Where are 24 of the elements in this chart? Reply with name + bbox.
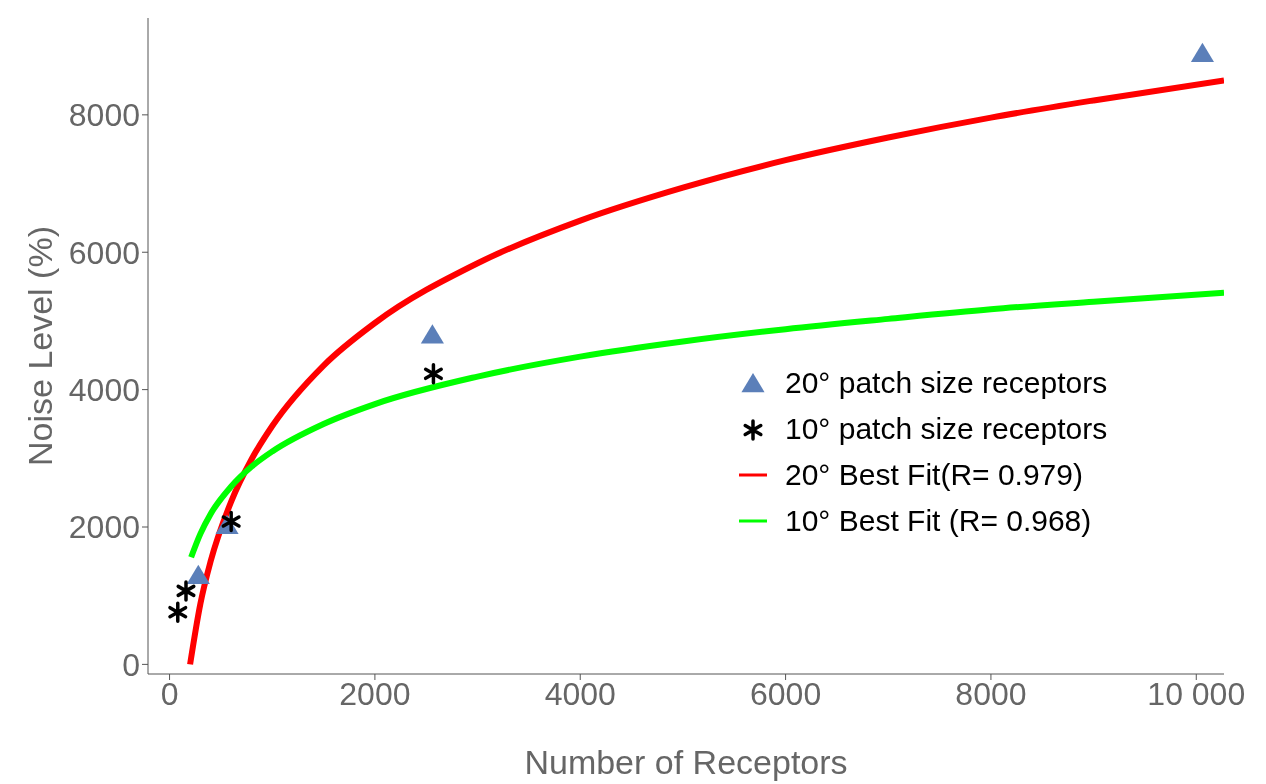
legend-label: 10° patch size receptors — [785, 412, 1108, 446]
y-tick-label: 4000 — [68, 371, 140, 408]
point — [1190, 42, 1214, 62]
point — [168, 601, 188, 623]
legend-label: 20° Best Fit(R= 0.979) — [785, 458, 1083, 492]
x-tick-label: 4000 — [544, 675, 616, 712]
x-axis-title: Number of Receptors — [524, 743, 848, 781]
legend-label: 10° Best Fit (R= 0.968) — [785, 504, 1092, 538]
point — [423, 363, 443, 385]
y-tick-label: 8000 — [68, 97, 140, 134]
point — [186, 564, 210, 585]
x-tick-label: 6000 — [750, 675, 822, 712]
point — [176, 580, 196, 602]
y-tick-label: 0 — [122, 646, 140, 683]
x-tick-label: 2000 — [339, 675, 411, 712]
point — [420, 324, 444, 344]
y-tick-label: 6000 — [68, 234, 140, 271]
point — [221, 510, 241, 533]
legend-label: 20° patch size receptors — [785, 366, 1108, 400]
x-tick-label: 8000 — [955, 675, 1027, 712]
x-tick-label: 0 — [160, 675, 179, 712]
x-tick-label: 10 000 — [1147, 675, 1246, 712]
y-axis-title: Noise Level (%) — [21, 226, 59, 466]
y-tick-label: 2000 — [68, 509, 140, 546]
